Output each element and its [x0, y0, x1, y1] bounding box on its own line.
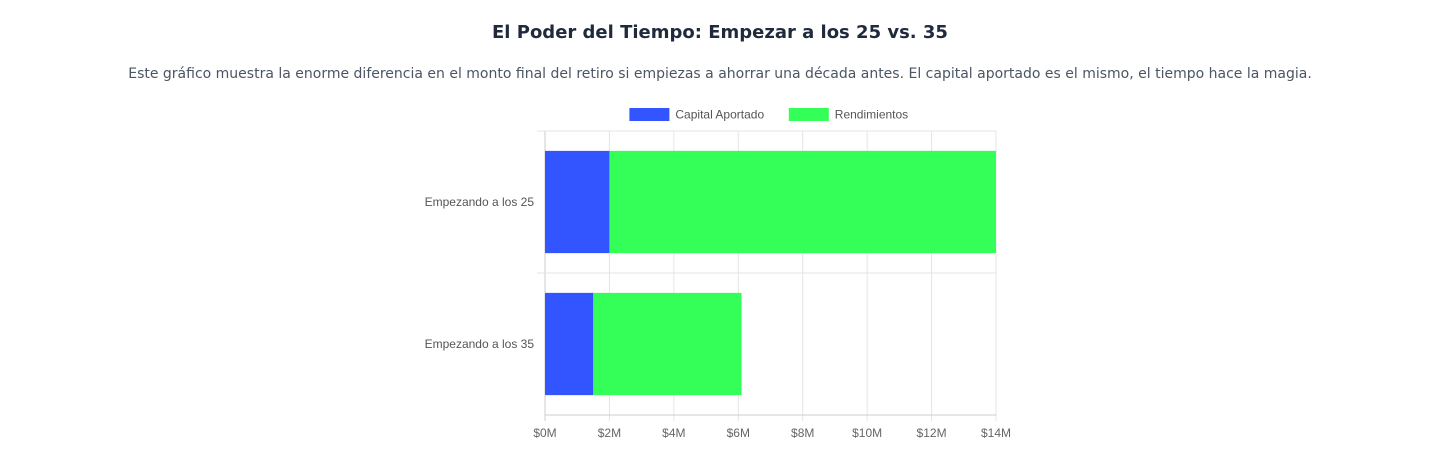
legend-item[interactable]: Rendimientos [788, 108, 908, 122]
bar-rendimientos[interactable] [609, 150, 996, 254]
legend-swatch [629, 108, 670, 121]
x-tick-label: $0M [533, 426, 556, 440]
bar-layer [545, 150, 996, 396]
x-tick-label: $8M [791, 426, 814, 440]
x-tick-label: $14M [981, 426, 1011, 440]
legend-item[interactable]: Capital Aportado [629, 108, 764, 122]
bar-rendimientos[interactable] [593, 292, 742, 396]
legend-label: Rendimientos [835, 108, 908, 122]
x-tick-label: $6M [727, 426, 750, 440]
legend-label: Capital Aportado [675, 108, 764, 122]
legend[interactable]: Capital Aportado Rendimientos [629, 108, 908, 122]
chart-title: El Poder del Tiempo: Empezar a los 25 vs… [492, 22, 948, 43]
bar-capital-aportado[interactable] [545, 150, 610, 254]
legend-swatch [788, 108, 829, 121]
x-tick-label: $4M [662, 426, 685, 440]
axis-layer: $0M $2M $4M $6M $8M $10M $12M $14M Empezando a l… [425, 195, 1011, 440]
x-tick-label: $2M [598, 426, 621, 440]
category-label: Empezando a los 35 [425, 337, 535, 351]
x-tick-label: $10M [852, 426, 882, 440]
category-label: Empezando a los 25 [425, 195, 535, 209]
bar-capital-aportado[interactable] [545, 292, 594, 396]
chart-subtitle: Este gráfico muestra la enorme diferenci… [128, 66, 1312, 82]
x-tick-label: $12M [917, 426, 947, 440]
